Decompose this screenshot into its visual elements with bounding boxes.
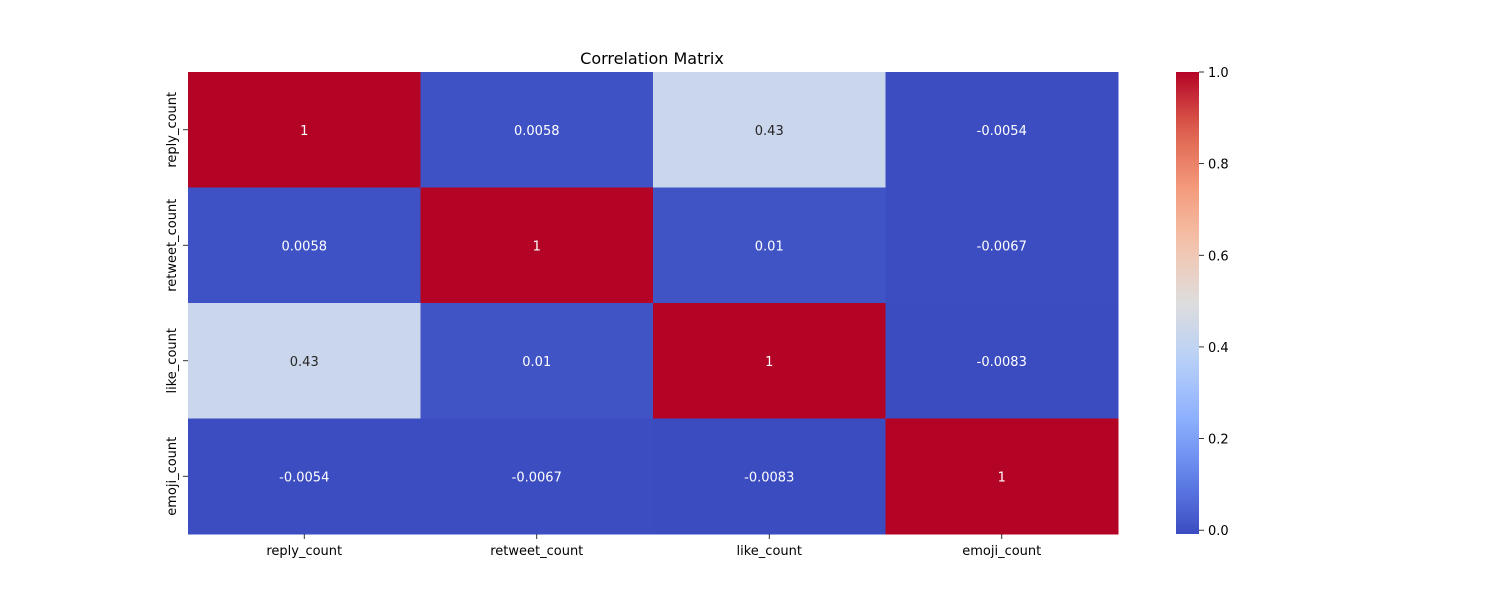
heatmap-cell-retweet_count-emoji_count xyxy=(885,187,1119,304)
heatmap-cell-reply_count-like_count xyxy=(653,72,886,188)
heatmap-cell-label: 1 xyxy=(998,470,1006,485)
x-tick-label: emoji_count xyxy=(962,544,1041,559)
heatmap-cell-label: 1 xyxy=(300,124,308,139)
heatmap-cell-reply_count-retweet_count xyxy=(420,72,654,188)
heatmap-cell-emoji_count-reply_count xyxy=(188,418,421,535)
heatmap-cell-label: 0.01 xyxy=(755,239,784,254)
heatmap-cell-labels: 1 0.0058 0.43 -0.0054 0.0058 1 0.01 -0.0067 0.43… xyxy=(279,124,1027,486)
y-tick-label: emoji_count xyxy=(165,437,180,516)
heatmap-cell-emoji_count-like_count xyxy=(653,418,886,535)
heatmap-cell-label: 0.01 xyxy=(522,355,551,370)
heatmap-cell-like_count-like_count xyxy=(653,303,886,419)
colorbar-gradient xyxy=(1176,72,1199,534)
heatmap-cell-reply_count-reply_count xyxy=(188,72,421,188)
heatmap-cell-retweet_count-reply_count xyxy=(188,187,421,304)
heatmap-cell-like_count-reply_count xyxy=(188,303,421,419)
x-tick-label: like_count xyxy=(737,544,802,559)
heatmap-cell-label: -0.0083 xyxy=(744,470,794,485)
heatmap-cells xyxy=(188,72,1119,535)
heatmap-cell-label: -0.0054 xyxy=(977,124,1027,139)
heatmap-cell-label: -0.0067 xyxy=(512,470,562,485)
x-tick-label: reply_count xyxy=(266,544,342,559)
heatmap-cell-emoji_count-retweet_count xyxy=(420,418,654,535)
heatmap-cell-reply_count-emoji_count xyxy=(885,72,1119,188)
colorbar-tick-label: 0.6 xyxy=(1208,249,1229,264)
y-tick-label: retweet_count xyxy=(165,199,180,292)
heatmap-cell-retweet_count-like_count xyxy=(653,187,886,304)
colorbar: 0.0 0.2 0.4 0.6 0.8 1.0 xyxy=(1176,66,1229,539)
y-axis-ticks: reply_count retweet_count like_count emoji_… xyxy=(165,92,188,516)
heatmap-cell-label: 1 xyxy=(533,239,541,254)
heatmap-cell-retweet_count-retweet_count xyxy=(420,187,654,304)
colorbar-tick-label: 0.2 xyxy=(1208,433,1229,448)
heatmap-cell-label: 1 xyxy=(765,355,773,370)
heatmap-cell-label: -0.0083 xyxy=(977,355,1027,370)
x-tick-label: retweet_count xyxy=(490,544,583,559)
heatmap-cell-label: -0.0067 xyxy=(977,239,1027,254)
heatmap-cell-label: 0.0058 xyxy=(282,239,328,254)
colorbar-tick-label: 0.4 xyxy=(1208,341,1229,356)
colorbar-tick-label: 0.8 xyxy=(1208,158,1229,173)
y-tick-label: reply_count xyxy=(165,92,180,168)
heatmap-cell-label: -0.0054 xyxy=(279,470,329,485)
heatmap-cell-label: 0.0058 xyxy=(514,124,560,139)
colorbar-tick-label: 0.0 xyxy=(1208,524,1229,539)
colorbar-tick-label: 1.0 xyxy=(1208,66,1229,81)
chart-title: Correlation Matrix xyxy=(580,49,724,68)
y-tick-label: like_count xyxy=(165,328,180,393)
heatmap-cell-label: 0.43 xyxy=(755,124,784,139)
heatmap-cell-like_count-emoji_count xyxy=(885,303,1119,419)
x-axis-ticks: reply_count retweet_count like_count emoji_… xyxy=(266,534,1041,559)
heatmap-cell-emoji_count-emoji_count xyxy=(885,418,1119,535)
heatmap-cell-like_count-retweet_count xyxy=(420,303,654,419)
heatmap-cell-label: 0.43 xyxy=(290,355,319,370)
